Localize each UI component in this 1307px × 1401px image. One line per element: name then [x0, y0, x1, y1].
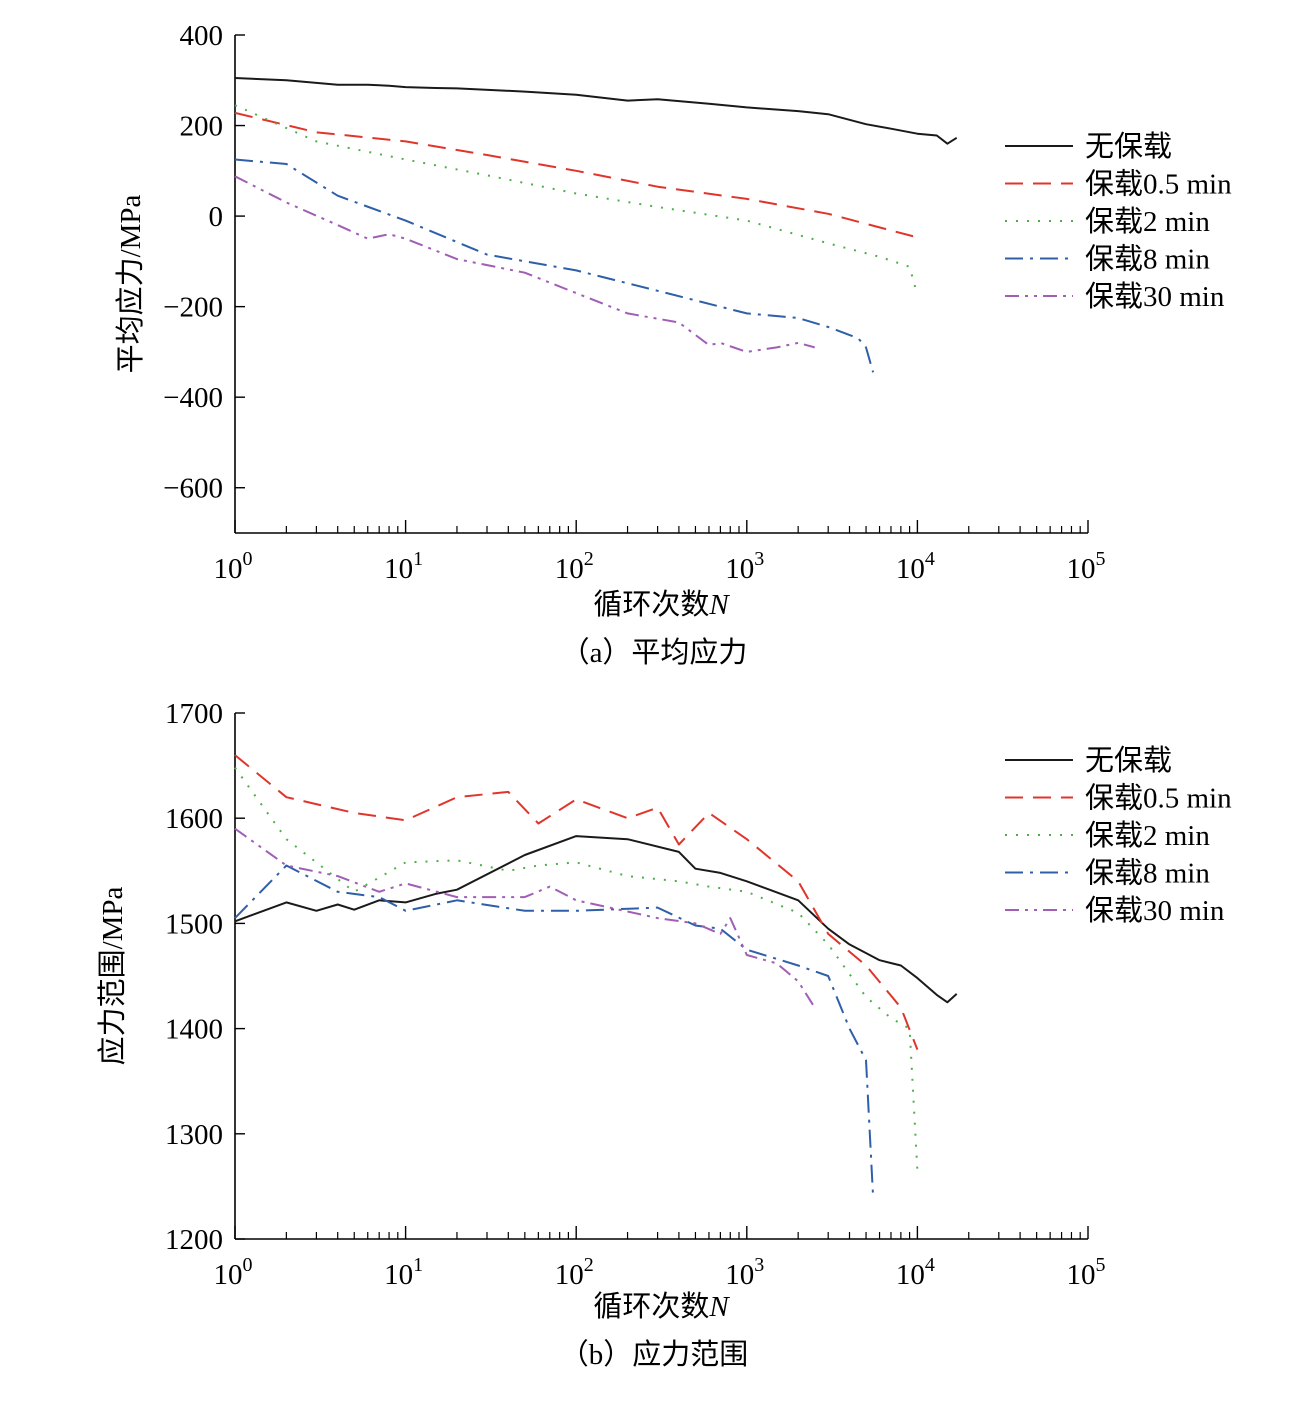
x-tick-label-a: 104 [896, 548, 935, 585]
y-axis-label-a: 平均应力/MPa [114, 194, 147, 373]
x-tick-label-a: 102 [555, 548, 594, 585]
series-line-b-3 [234, 767, 919, 1171]
y-tick-label-b: 1700 [165, 698, 223, 730]
y-tick-label-b: 1400 [165, 1014, 223, 1046]
legend-label-b-4: 保载8 min [1085, 857, 1210, 890]
series-line-a-4 [234, 158, 875, 373]
legend-label-a-3: 保载2 min [1085, 205, 1210, 238]
x-tick-label-a: 100 [214, 548, 253, 585]
y-tick-label-b: 1200 [165, 1224, 223, 1256]
y-tick-label-a: 200 [180, 111, 224, 143]
legend-label-a-2: 保载0.5 min [1085, 168, 1232, 201]
y-tick-label-b: 1500 [165, 908, 223, 940]
x-tick-label-a: 101 [384, 548, 423, 585]
series-line-a-5 [234, 175, 815, 353]
x-tick-label-b: 101 [384, 1254, 423, 1291]
x-tick-label-b: 103 [725, 1254, 764, 1291]
y-tick-label-b: 1600 [165, 803, 223, 835]
legend-label-a-5: 保载30 min [1085, 280, 1225, 313]
plot-area-a: 400 200 0 −200 −400 −600 100 101 102 103 104 105 [163, 20, 1105, 585]
x-axis-label-text-a: 循环次数 [593, 588, 709, 621]
panel-a: 400 200 0 −200 −400 −600 100 101 102 103 104 105 无保… [114, 20, 1232, 669]
series-line-b-2 [234, 754, 919, 1050]
x-tick-label-a: 103 [725, 548, 764, 585]
y-tick-label-a: −600 [163, 473, 223, 505]
series-line-b-4 [234, 864, 875, 1197]
x-tick-label-b: 100 [214, 1254, 253, 1291]
y-tick-label-a: −400 [163, 382, 223, 414]
y-tick-label-a: 400 [180, 20, 224, 52]
series-line-a-3 [234, 104, 919, 296]
x-tick-label-b: 104 [896, 1254, 935, 1291]
legend-label-b-5: 保载30 min [1085, 894, 1225, 927]
y-axis-label-b: 应力范围/MPa [96, 886, 129, 1065]
legend-label-a-4: 保载8 min [1085, 243, 1210, 276]
x-axis-label-a: 循环次数N [593, 588, 730, 621]
series-line-a-2 [234, 111, 918, 239]
y-tick-label-a: 0 [209, 201, 224, 233]
x-axis-label-var-b: N [708, 1291, 730, 1323]
x-tick-label-a: 105 [1067, 548, 1106, 585]
series-line-a-1 [234, 77, 958, 145]
x-axis-label-text-b: 循环次数 [593, 1290, 709, 1323]
legend-label-b-1: 无保载 [1085, 744, 1172, 777]
x-axis-label-b: 循环次数N [593, 1290, 730, 1323]
x-tick-label-b: 102 [555, 1254, 594, 1291]
x-axis-label-var-a: N [708, 589, 730, 621]
series-line-b-1 [234, 835, 958, 1004]
y-tick-label-a: −200 [163, 292, 223, 324]
caption-b: （b）应力范围 [560, 1338, 749, 1371]
y-tick-label-b: 1300 [165, 1119, 223, 1151]
caption-a: （a）平均应力 [561, 636, 748, 669]
legend-label-b-3: 保载2 min [1085, 819, 1210, 852]
legend-label-b-2: 保载0.5 min [1085, 782, 1232, 815]
x-tick-label-b: 105 [1067, 1254, 1106, 1291]
series-line-b-5 [234, 827, 816, 1009]
legend-label-a-1: 无保载 [1085, 130, 1172, 163]
